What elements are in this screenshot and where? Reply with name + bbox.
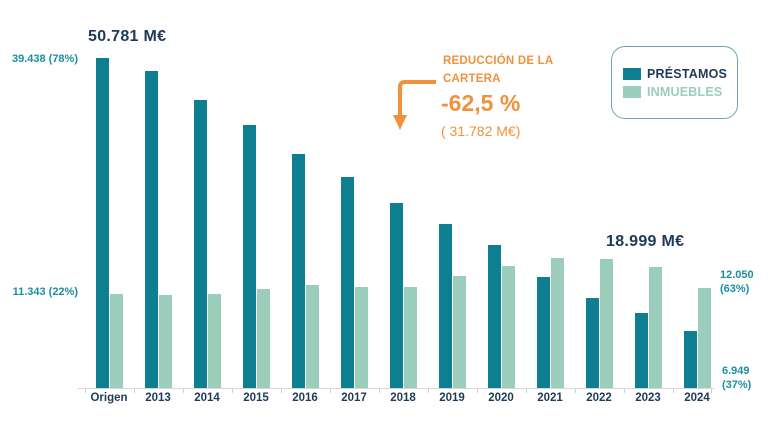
x-axis-label-2019: 2019: [439, 392, 465, 404]
x-axis-tick: [280, 388, 282, 393]
bar-inmuebles-2021: [551, 258, 564, 389]
x-axis-tick: [672, 388, 674, 393]
x-axis-tick: [476, 388, 478, 393]
bar-prestamos-2017: [341, 177, 354, 389]
x-axis-tick: [378, 388, 380, 393]
x-axis-tick: [427, 388, 429, 393]
bar-inmuebles-2018: [404, 287, 417, 389]
bar-prestamos-2013: [145, 71, 158, 389]
bar-inmuebles-2022: [600, 259, 613, 389]
x-axis-tick: [182, 388, 184, 393]
bar-inmuebles-2019: [453, 276, 466, 389]
x-axis-label-2023: 2023: [635, 392, 661, 404]
legend-label-inmuebles: INMUEBLES: [647, 84, 723, 99]
x-axis-label-2022: 2022: [586, 392, 612, 404]
bar-prestamos-2023: [635, 313, 648, 389]
bar-prestamos-2024: [684, 331, 697, 389]
x-axis-label-2016: 2016: [292, 392, 318, 404]
origin-prestamos-split-label: 39.438 (78%): [11, 53, 78, 65]
bar-inmuebles-2016: [306, 285, 319, 389]
x-axis-label-2021: 2021: [537, 392, 563, 404]
x-axis-label-2018: 2018: [390, 392, 416, 404]
bar-inmuebles-2013: [159, 295, 172, 389]
x-axis-tick: [623, 388, 625, 393]
legend-label-prestamos: PRÉSTAMOS: [647, 66, 728, 81]
legend-item-prestamos: PRÉSTAMOS: [623, 67, 737, 81]
x-axis-label-2014: 2014: [194, 392, 220, 404]
bar-inmuebles-2023: [649, 267, 662, 389]
reduction-title-label: REDUCCIÓN DE LA CARTERA: [443, 55, 553, 85]
bar-inmuebles-2020: [502, 266, 515, 389]
reduction-amount-label: ( 31.782 M€): [441, 123, 521, 139]
chart-legend: PRÉSTAMOS INMUEBLES: [611, 46, 738, 119]
x-axis-label-2024: 2024: [684, 392, 710, 404]
bar-prestamos-2015: [243, 125, 256, 389]
inmuebles-swatch-icon: [623, 85, 641, 98]
bar-prestamos-2019: [439, 224, 452, 389]
x-axis-tick: [329, 388, 331, 393]
x-axis-label-2015: 2015: [243, 392, 269, 404]
x-axis-line: [78, 388, 714, 389]
final-inmuebles-split-label: 12.050 (63%): [720, 269, 754, 295]
bar-prestamos-2022: [586, 298, 599, 389]
reduction-elbow-arrow-icon: [393, 80, 436, 130]
legend-item-inmuebles: INMUEBLES: [623, 85, 737, 99]
reduction-percent-label: -62,5 %: [441, 90, 521, 116]
x-axis-label-2013: 2013: [145, 392, 171, 404]
final-total-label: 18.999 M€: [606, 233, 685, 250]
x-axis-label-origen: Origen: [90, 392, 128, 404]
bar-inmuebles-2017: [355, 287, 368, 389]
bar-prestamos-2014: [194, 100, 207, 389]
bar-inmuebles-2014: [208, 294, 221, 389]
bar-inmuebles-2024: [698, 288, 711, 389]
bar-prestamos-2020: [488, 245, 501, 389]
x-axis-tick: [231, 388, 233, 393]
x-axis-tick: [711, 388, 712, 393]
x-axis-tick: [525, 388, 527, 393]
x-axis-tick: [574, 388, 576, 393]
bar-prestamos-2018: [390, 203, 403, 389]
origin-inmuebles-split-label: 11.343 (22%): [12, 286, 78, 298]
bar-prestamos-origen: [96, 58, 109, 389]
x-axis-tick: [84, 388, 86, 393]
bar-prestamos-2016: [292, 154, 305, 389]
bar-inmuebles-2015: [257, 289, 270, 389]
x-axis-label-2020: 2020: [488, 392, 514, 404]
prestamos-swatch-icon: [623, 67, 641, 80]
x-axis-label-2017: 2017: [341, 392, 367, 404]
final-prestamos-split-label: 6.949 (37%): [722, 365, 752, 391]
bar-prestamos-2021: [537, 277, 550, 389]
bar-inmuebles-origen: [110, 294, 123, 389]
origin-total-label: 50.781 M€: [88, 28, 167, 45]
x-axis-tick: [133, 388, 135, 393]
